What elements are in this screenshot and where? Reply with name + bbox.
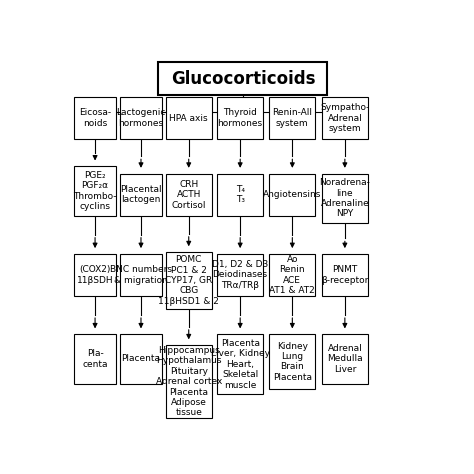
Bar xyxy=(217,173,263,216)
Bar xyxy=(269,334,315,389)
Bar xyxy=(120,173,162,216)
Text: Lactogenic
hormones: Lactogenic hormones xyxy=(116,109,166,128)
Text: HPA axis: HPA axis xyxy=(169,113,208,122)
Bar xyxy=(74,254,116,296)
Bar xyxy=(166,97,212,139)
Bar xyxy=(166,345,212,418)
Text: PGE₂
PGF₂α
Thrombo-
cyclins: PGE₂ PGF₂α Thrombo- cyclins xyxy=(73,171,117,211)
Bar xyxy=(158,63,328,95)
Text: (COX2)
11βSDH: (COX2) 11βSDH xyxy=(77,265,113,285)
Bar xyxy=(322,173,368,223)
Text: Renin-AII
system: Renin-AII system xyxy=(273,109,312,128)
Bar xyxy=(269,97,315,139)
Text: Eicosa-
noids: Eicosa- noids xyxy=(79,109,111,128)
Text: BNC numbers
& migration: BNC numbers & migration xyxy=(110,265,172,285)
Bar xyxy=(74,97,116,139)
Text: PNMT
β-receptor: PNMT β-receptor xyxy=(321,265,369,285)
Bar xyxy=(217,254,263,296)
Text: Noradrena-
line
Adrenaline
NPY: Noradrena- line Adrenaline NPY xyxy=(319,178,370,219)
Bar xyxy=(74,166,116,216)
Bar xyxy=(217,97,263,139)
Bar xyxy=(120,97,162,139)
Text: Placenta: Placenta xyxy=(121,355,161,364)
Bar xyxy=(269,254,315,296)
Bar xyxy=(269,173,315,216)
Text: Adrenal
Medulla
Liver: Adrenal Medulla Liver xyxy=(327,344,363,374)
Bar xyxy=(217,334,263,394)
Text: T₄
T₃: T₄ T₃ xyxy=(236,185,245,204)
Text: Placenta
Liver, Kidney
Heart,
Skeletal
muscle: Placenta Liver, Kidney Heart, Skeletal m… xyxy=(210,339,270,390)
Text: Hippocampus
Hypothalamus
Pituitary
Adrenal cortex
Placenta
Adipose
tissue: Hippocampus Hypothalamus Pituitary Adren… xyxy=(155,346,222,418)
Bar xyxy=(166,173,212,216)
Bar xyxy=(74,334,116,383)
Bar xyxy=(322,334,368,383)
Text: CRH
ACTH
Cortisol: CRH ACTH Cortisol xyxy=(172,180,206,210)
Bar xyxy=(322,97,368,139)
Text: Glucocorticoids: Glucocorticoids xyxy=(171,70,315,88)
Bar xyxy=(166,252,212,309)
Text: Pla-
centa: Pla- centa xyxy=(82,349,108,369)
Text: Kidney
Lung
Brain
Placenta: Kidney Lung Brain Placenta xyxy=(273,342,312,382)
Text: POMC
PC1 & 2
CYP17, GR
CBG
11βHSD1 & 2: POMC PC1 & 2 CYP17, GR CBG 11βHSD1 & 2 xyxy=(158,255,219,306)
Bar xyxy=(120,334,162,383)
Bar xyxy=(322,254,368,296)
Text: Sympatho-
Adrenal
system: Sympatho- Adrenal system xyxy=(320,103,370,133)
Text: Placental
lactogen: Placental lactogen xyxy=(120,185,162,204)
Text: D1, D2 & D3
Deiodinases
TRα/TRβ: D1, D2 & D3 Deiodinases TRα/TRβ xyxy=(212,260,268,290)
Text: Angiotensins: Angiotensins xyxy=(263,190,321,199)
Text: Ao
Renin
ACE
AT1 & AT2: Ao Renin ACE AT1 & AT2 xyxy=(269,255,315,295)
Text: Thyroid
hormones: Thyroid hormones xyxy=(218,109,263,128)
Bar xyxy=(120,254,162,296)
